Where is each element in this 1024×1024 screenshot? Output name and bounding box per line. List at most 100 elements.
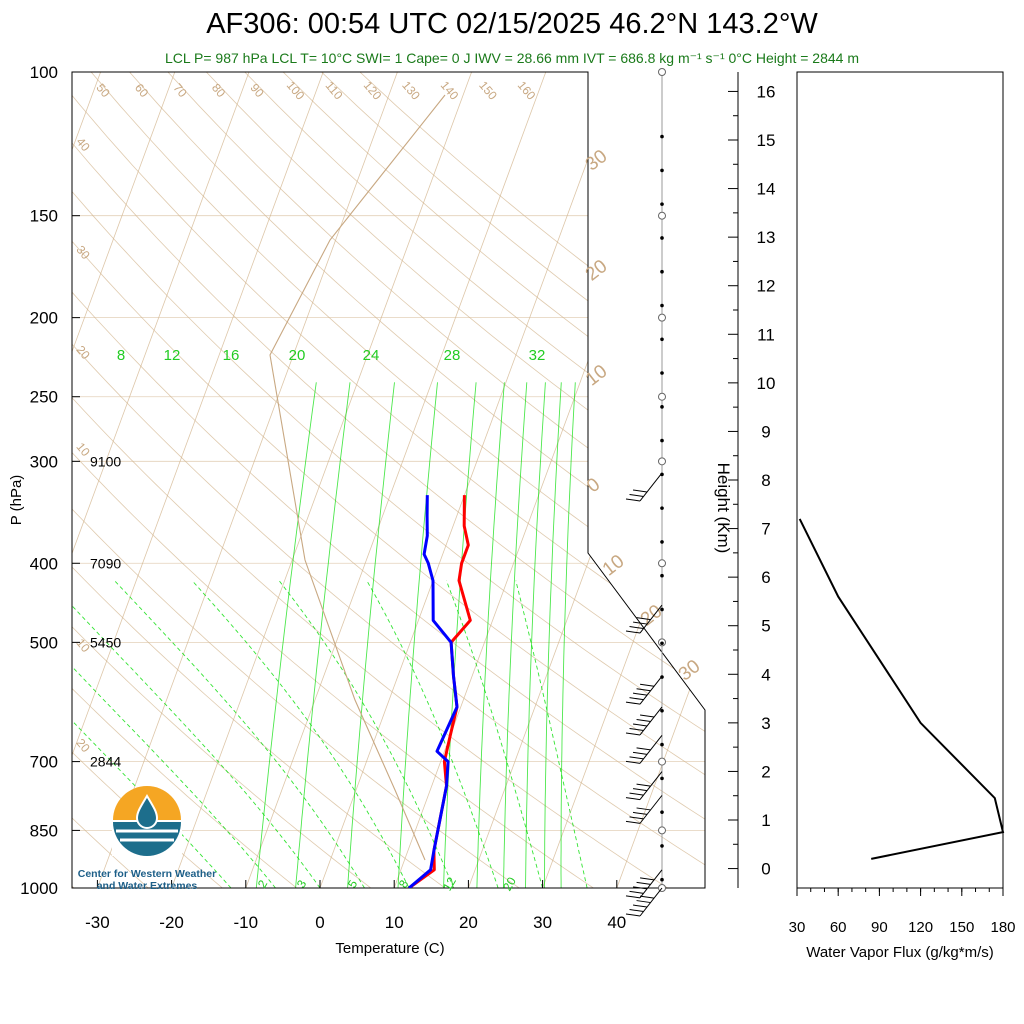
right-temp-label: 0 — [583, 474, 604, 497]
isotherm-line — [616, 72, 705, 888]
calm-circle-icon — [658, 559, 666, 568]
dry-adiabat-line — [72, 72, 705, 888]
barb-shaft — [639, 735, 663, 764]
level-dot — [660, 742, 664, 747]
chart-subtitle: LCL P= 987 hPa LCL T= 10°C SWI= 1 Cape= … — [164, 50, 860, 66]
level-dot — [660, 168, 664, 173]
barb-feather — [625, 498, 641, 502]
y-tick-label: 850 — [30, 821, 58, 840]
isotherm-line — [72, 72, 250, 888]
mixing-ratio-label: 24 — [363, 347, 380, 364]
flux-line — [798, 518, 1005, 860]
barb-shaft — [639, 675, 663, 705]
level-dot — [660, 573, 664, 578]
wind-barb-icon — [625, 887, 663, 917]
dry-adiabat-line — [72, 72, 705, 888]
level-dot — [660, 202, 664, 206]
barb-feather — [632, 811, 648, 815]
height-tick-label: 13 — [757, 228, 776, 247]
calm-circle-icon — [658, 211, 666, 220]
background-lines — [72, 72, 705, 888]
x-tick-label: 10 — [385, 913, 404, 932]
dry-adiabat-line — [72, 72, 169, 888]
theta-label: 100 — [284, 78, 308, 103]
mixing-ratio-line — [255, 382, 317, 888]
x-tick-label: 0 — [315, 913, 324, 932]
height-tick-label: 7 — [761, 520, 770, 539]
flux-x-tick-label: 150 — [949, 919, 974, 936]
dry-adiabat-line — [244, 72, 705, 888]
x-tick-label: 40 — [607, 913, 626, 932]
barb-feather — [629, 792, 644, 796]
theta-label: 160 — [515, 78, 539, 103]
isotherm-line — [245, 72, 547, 888]
height-tick-label: 9 — [761, 422, 770, 441]
calm-circle-icon — [658, 392, 666, 401]
level-dot — [660, 709, 664, 713]
height-tick-label: 6 — [761, 568, 770, 587]
y-tick-label: 400 — [30, 554, 58, 573]
barb-feather — [636, 807, 651, 811]
barb-feather — [632, 692, 648, 696]
level-dot — [660, 405, 664, 409]
barb-shaft — [639, 604, 663, 634]
level-dot — [660, 371, 664, 375]
theta-label: 150 — [476, 78, 500, 103]
mixing-ratio-label: 20 — [500, 874, 519, 893]
wind-barb-icon — [625, 771, 663, 801]
wind-barb-icon — [625, 706, 663, 736]
barb-shaft — [639, 869, 663, 899]
barb-feather — [625, 630, 641, 634]
chart-title: AF306: 00:54 UTC 02/15/2025 46.2°N 143.2… — [206, 8, 818, 40]
dry-adiabat-line — [167, 72, 705, 888]
barb-feather — [625, 895, 641, 899]
isotherm-line — [97, 72, 398, 888]
temperature-line — [408, 495, 472, 888]
barb-feather — [625, 797, 641, 801]
height-label: 2844 — [90, 754, 121, 770]
level-dot — [660, 776, 664, 781]
height-axis-label: Height (Km) — [714, 463, 733, 554]
barb-shaft — [639, 795, 663, 824]
barb-feather — [636, 783, 651, 787]
barb-shaft — [639, 706, 663, 736]
theta-label: 90 — [247, 81, 267, 100]
y-axis-label: P (hPa) — [8, 475, 25, 526]
isotherm-line — [171, 72, 472, 888]
barb-feather — [632, 723, 648, 727]
dry-adiabat-line — [72, 72, 394, 888]
height-tick-label: 11 — [757, 325, 775, 344]
moist-adiabat-line — [114, 580, 365, 888]
height-label: 7090 — [90, 555, 121, 571]
right-temp-label: 10 — [599, 551, 629, 581]
theta-label: 130 — [399, 78, 423, 103]
dry-adiabat-line — [90, 72, 705, 888]
dry-adiabat-line — [72, 72, 705, 888]
calm-circle-icon — [658, 68, 666, 76]
moist-adiabat-line — [72, 580, 321, 888]
level-dot — [660, 506, 664, 510]
moist-adiabat-line — [445, 580, 544, 888]
isotherm-line — [72, 72, 324, 888]
right-temp-label: 20 — [582, 256, 612, 286]
mixing-ratio-label: 8 — [117, 347, 125, 364]
isotherm-line — [72, 72, 176, 888]
dry-adiabat-line — [129, 72, 705, 888]
height-label: 5450 — [90, 634, 121, 650]
flux-x-tick-label: 90 — [871, 919, 888, 936]
height-tick-label: 12 — [757, 277, 776, 296]
side-temp-label: 20 — [73, 343, 93, 362]
y-tick-label: 1000 — [20, 879, 58, 898]
flux-x-tick-label: 30 — [789, 919, 806, 936]
height-tick-label: 5 — [761, 617, 770, 636]
mixing-ratio-label: 28 — [444, 347, 461, 364]
mixing-ratio-line — [295, 382, 351, 888]
level-dot — [660, 844, 664, 848]
height-tick-label: 16 — [757, 82, 776, 101]
barb-feather — [632, 751, 648, 755]
y-tick-label: 250 — [30, 388, 58, 407]
moist-adiabat-line — [515, 580, 588, 888]
level-dot — [660, 337, 664, 342]
y-tick-label: 300 — [30, 452, 58, 471]
calm-circle-icon — [658, 826, 666, 835]
